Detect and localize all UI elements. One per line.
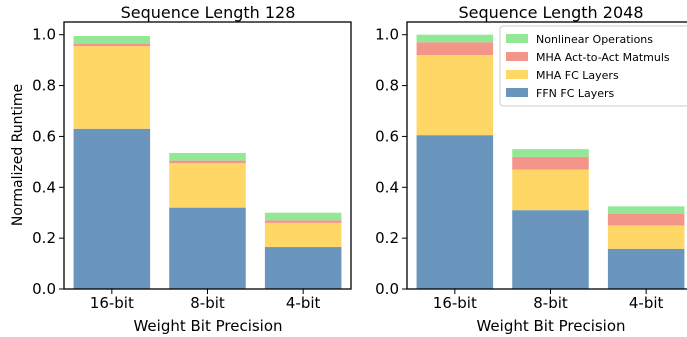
chart-title: Sequence Length 2048	[459, 3, 644, 22]
y-tick-label: 0.4	[375, 178, 399, 196]
bar-segment-mha-fc-layers-16-bit	[416, 55, 494, 136]
legend-box	[499, 25, 687, 107]
bar-segment-mha-act-to-act-matmuls-4-bit	[264, 220, 342, 223]
x-axis: 16-bit 8-bit 4-bit	[433, 289, 664, 312]
bar-layer	[416, 34, 685, 289]
bar-segment-nonlinear-operations-8-bit	[169, 152, 246, 161]
bar-segment-ffn-fc-layers-8-bit	[512, 210, 589, 289]
legend-label: MHA FC Layers	[536, 69, 619, 82]
bar-segment-mha-fc-layers-4-bit	[264, 222, 342, 248]
y-tick-label: 0.0	[375, 280, 399, 298]
x-tick-label: 4-bit	[629, 294, 664, 312]
y-tick-label: 0.4	[32, 178, 56, 196]
x-tick-label: 8-bit	[190, 294, 225, 312]
panel-seq-128: Sequence Length 128 0.0 0.2 0.4 0.6 0.8 1.0 1…	[10, 3, 352, 335]
bar-segment-mha-fc-layers-16-bit	[73, 46, 151, 129]
bar-segment-ffn-fc-layers-4-bit	[607, 248, 685, 289]
x-tick-label: 4-bit	[286, 294, 321, 312]
legend-swatch	[506, 70, 528, 79]
x-axis-label: Weight Bit Precision	[133, 317, 282, 335]
x-tick-label: 8-bit	[533, 294, 568, 312]
x-axis-label: Weight Bit Precision	[476, 317, 625, 335]
bar-segment-mha-fc-layers-4-bit	[607, 225, 685, 249]
bar-segment-ffn-fc-layers-8-bit	[169, 207, 246, 289]
legend: Nonlinear Operations MHA Act-to-Act Matmu…	[499, 25, 687, 107]
x-axis: 16-bit 8-bit 4-bit	[90, 289, 321, 312]
y-tick-label: 0.6	[32, 127, 56, 145]
bar-segment-ffn-fc-layers-4-bit	[264, 247, 342, 289]
bar-segment-nonlinear-operations-4-bit	[607, 206, 685, 214]
bar-segment-mha-fc-layers-8-bit	[169, 163, 246, 208]
bar-segment-nonlinear-operations-16-bit	[416, 34, 494, 43]
legend-label: FFN FC Layers	[536, 87, 615, 100]
legend-label: Nonlinear Operations	[536, 33, 653, 46]
y-tick-label: 0.6	[375, 127, 399, 145]
bar-segment-nonlinear-operations-4-bit	[264, 212, 342, 221]
panel-seq-2048: Sequence Length 2048 0.00.20.40.60.81.0 …	[375, 3, 687, 335]
bar-segment-mha-fc-layers-8-bit	[512, 169, 589, 211]
legend-swatch	[506, 52, 528, 61]
legend-label: MHA Act-to-Act Matmuls	[536, 51, 670, 64]
y-tick-label: 0.8	[32, 77, 56, 95]
bar-segment-mha-act-to-act-matmuls-16-bit	[416, 42, 494, 56]
bar-segment-nonlinear-operations-16-bit	[73, 35, 151, 44]
y-tick-label: 0.0	[32, 280, 56, 298]
chart-title: Sequence Length 128	[121, 3, 296, 22]
legend-swatch	[506, 88, 528, 97]
bar-layer	[73, 35, 342, 289]
y-axis-label: Normalized Runtime	[10, 84, 26, 226]
y-tick-label: 1.0	[32, 26, 56, 44]
bar-segment-ffn-fc-layers-16-bit	[73, 128, 151, 289]
y-tick-label: 0.2	[375, 229, 399, 247]
bar-segment-nonlinear-operations-8-bit	[512, 149, 589, 157]
y-axis: 0.0 0.2 0.4 0.6 0.8 1.0	[375, 26, 407, 298]
y-tick-label: 1.0	[375, 26, 399, 44]
y-tick-label: 0.8	[375, 77, 399, 95]
bar-segment-mha-act-to-act-matmuls-4-bit	[607, 213, 685, 226]
y-axis: 0.0 0.2 0.4 0.6 0.8 1.0	[32, 26, 64, 298]
x-tick-label: 16-bit	[90, 294, 134, 312]
legend-swatch	[506, 34, 528, 43]
bar-segment-ffn-fc-layers-16-bit	[416, 135, 494, 289]
bar-segment-mha-act-to-act-matmuls-16-bit	[73, 43, 151, 47]
x-tick-label: 16-bit	[433, 294, 477, 312]
y-tick-label: 0.2	[32, 229, 56, 247]
bar-segment-mha-act-to-act-matmuls-8-bit	[169, 160, 246, 164]
bar-segment-mha-act-to-act-matmuls-8-bit	[512, 156, 589, 170]
